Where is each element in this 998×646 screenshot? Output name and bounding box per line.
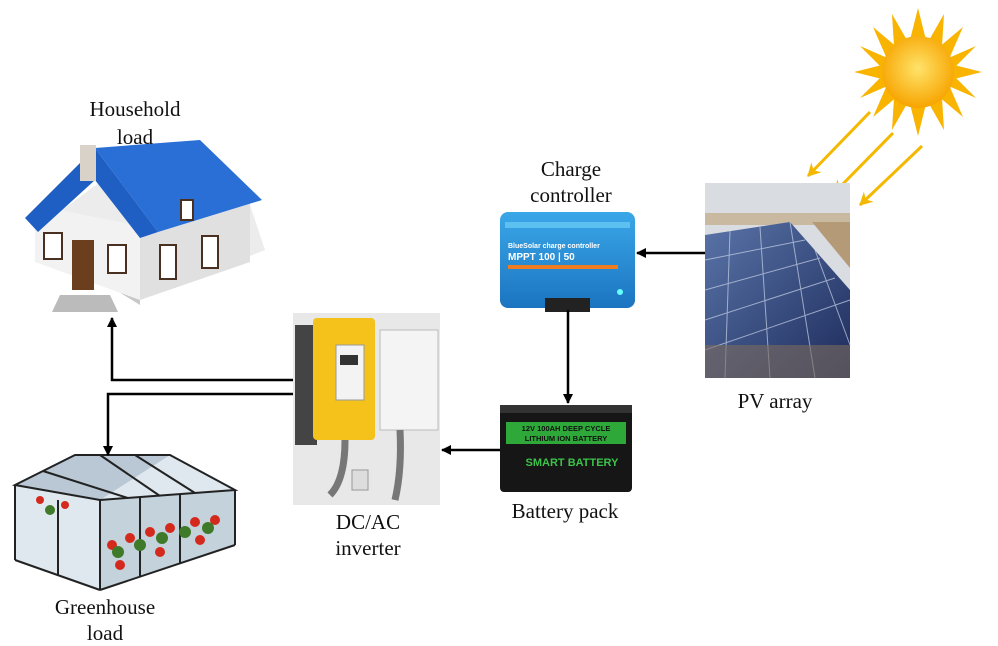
greenhouse-label: Greenhouse [55,595,155,619]
inverter-image [293,313,440,505]
arrow [107,317,293,382]
household-label: load [117,125,154,149]
device-text: MPPT 100 | 50 [508,252,575,263]
charge-controller-image: BlueSolar charge controller MPPT 100 | 5… [500,212,635,312]
battery-image: 12V 100AH DEEP CYCLE LITHIUM ION BATTERY… [500,405,632,492]
house-image [25,140,265,312]
pv-array-image [704,183,851,379]
inverter-label: DC/AC [336,510,400,534]
device-text: 12V 100AH DEEP CYCLE [522,424,611,433]
battery-label: Battery pack [512,499,619,523]
device-text: BlueSolar charge controller [508,243,600,250]
connections [103,248,705,456]
sun [854,8,982,136]
device-text: LITHIUM ION BATTERY [525,434,608,443]
greenhouse-image [11,454,239,591]
pv-array-label: PV array [738,389,813,413]
inverter-label: inverter [335,536,400,560]
charge-controller-label: controller [530,183,612,207]
device-text: SMART BATTERY [526,457,620,469]
charge-controller-label: Charge [541,157,601,181]
arrow [103,392,293,456]
household-label: Household [90,97,181,121]
greenhouse-label: load [87,621,124,645]
